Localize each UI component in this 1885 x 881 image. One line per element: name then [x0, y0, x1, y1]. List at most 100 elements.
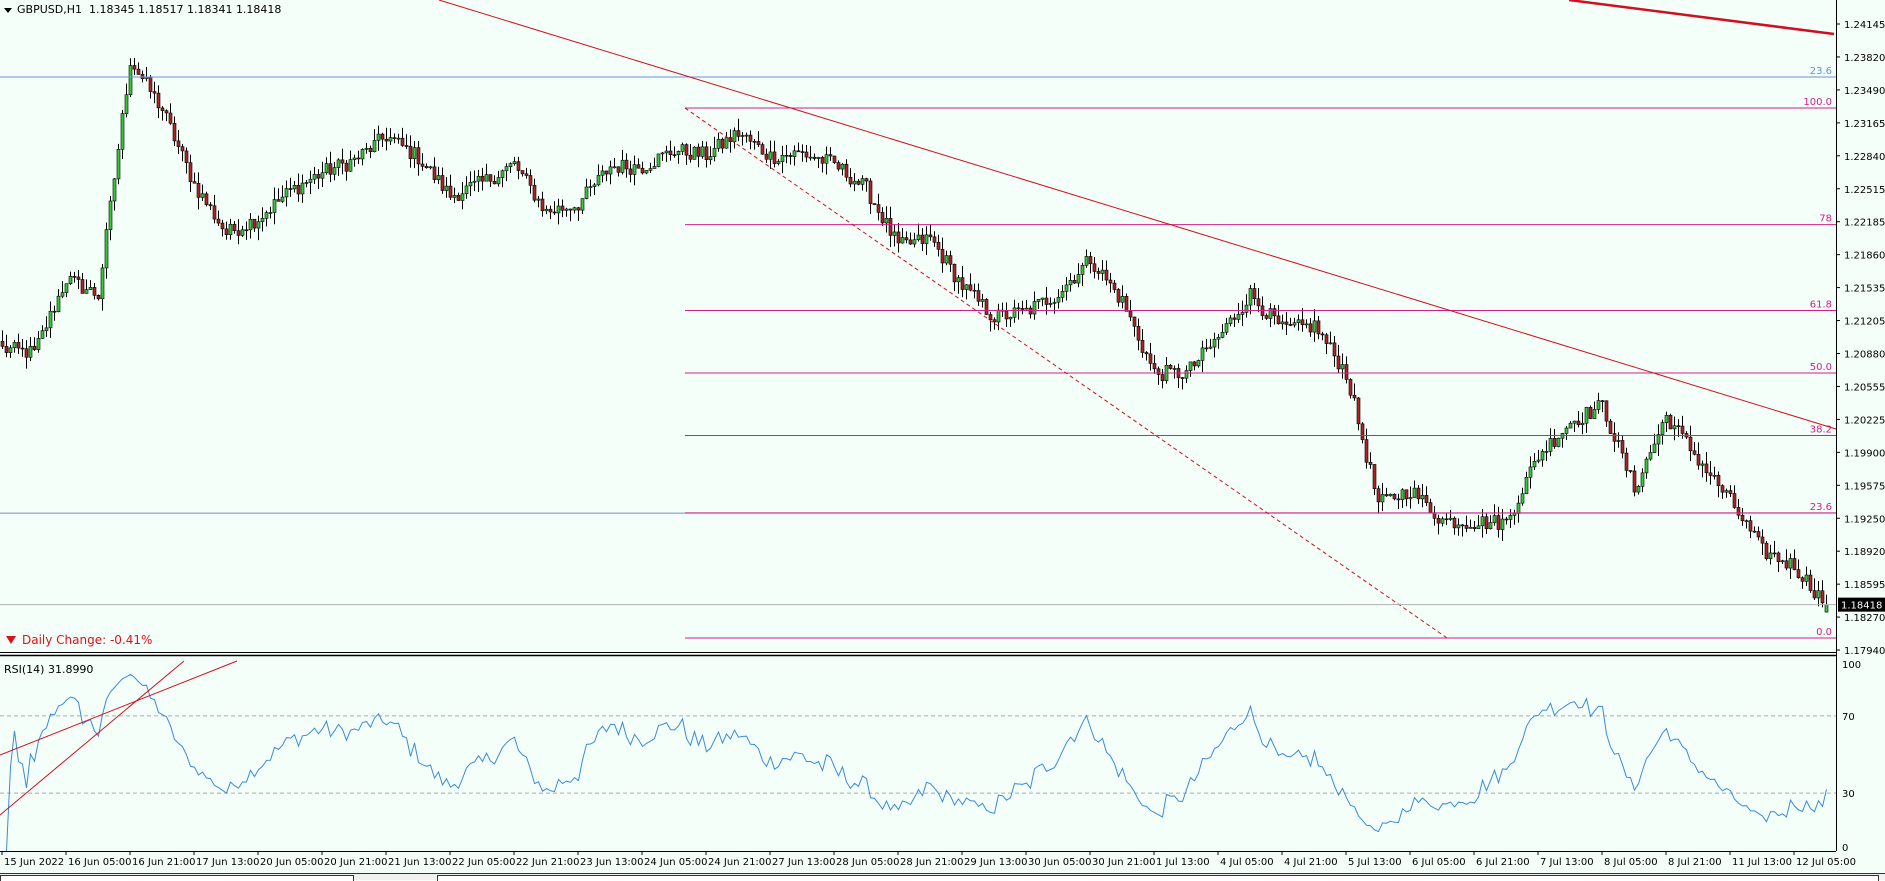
- candle: [80, 279, 85, 294]
- candle: [608, 166, 613, 175]
- time-axis-label: 1 Jul 13:00: [1156, 857, 1210, 868]
- candle: [644, 170, 649, 174]
- candle: [96, 295, 101, 300]
- candle: [364, 147, 369, 150]
- candle: [1460, 524, 1465, 527]
- candle: [1644, 458, 1649, 474]
- candle: [240, 229, 245, 236]
- candle: [264, 212, 269, 219]
- candle: [804, 151, 809, 158]
- candle: [1044, 297, 1049, 305]
- candle: [1220, 331, 1225, 338]
- candle: [584, 186, 589, 199]
- chart-tab[interactable]: [0, 875, 354, 881]
- candle: [1284, 321, 1289, 325]
- candle: [1228, 317, 1233, 324]
- candle: [1032, 301, 1037, 315]
- candle: [728, 137, 733, 143]
- candle: [456, 195, 461, 201]
- current-price-box: [1838, 597, 1885, 612]
- chart-tabs-bar: [0, 873, 1885, 881]
- candle: [472, 180, 477, 183]
- candle: [1428, 502, 1433, 514]
- candle: [1388, 493, 1393, 497]
- time-axis-label: 30 Jun 05:00: [1028, 857, 1092, 868]
- candle: [324, 163, 329, 174]
- candle: [76, 276, 81, 280]
- candle: [1292, 322, 1297, 326]
- candle: [820, 157, 825, 164]
- price-axis-label: 1.22185: [1844, 218, 1885, 229]
- candle: [1464, 525, 1469, 529]
- candle: [1780, 560, 1785, 563]
- candle: [244, 229, 249, 232]
- candle: [1248, 288, 1253, 306]
- candle: [64, 283, 69, 293]
- chart-title: GBPUSD,H1 1.18345 1.18517 1.18341 1.1841…: [4, 3, 281, 16]
- candle: [652, 166, 657, 169]
- candle: [1264, 315, 1269, 319]
- time-axis-label: 17 Jun 13:00: [196, 857, 260, 868]
- candle: [796, 150, 801, 153]
- candle: [1256, 298, 1261, 307]
- candle: [1760, 536, 1765, 544]
- candle: [1012, 307, 1017, 318]
- candle: [184, 150, 189, 163]
- candle: [1700, 463, 1705, 466]
- candle: [532, 184, 537, 201]
- time-axis-label: 8 Jul 05:00: [1604, 857, 1658, 868]
- candle: [1716, 474, 1721, 486]
- time-axis-label: 29 Jun 13:00: [964, 857, 1028, 868]
- candle: [48, 310, 53, 329]
- candle: [1096, 271, 1101, 274]
- candle: [1336, 355, 1341, 370]
- time-axis-label: 23 Jun 13:00: [580, 857, 644, 868]
- time-axis-label: 16 Jun 05:00: [68, 857, 132, 868]
- candle: [1776, 552, 1781, 562]
- candle: [1008, 317, 1013, 320]
- candle: [228, 223, 233, 235]
- candle: [808, 156, 813, 159]
- candle: [784, 154, 789, 157]
- candle: [1016, 307, 1021, 310]
- candle: [16, 342, 21, 349]
- candle: [1500, 518, 1505, 530]
- candle: [1660, 422, 1665, 435]
- candle: [32, 345, 37, 350]
- dropdown-triangle-icon[interactable]: [4, 7, 12, 13]
- candle: [1424, 495, 1429, 503]
- candle: [132, 65, 137, 70]
- candle: [1028, 307, 1033, 315]
- candle: [1636, 486, 1641, 493]
- candle: [1168, 364, 1173, 369]
- candle: [1052, 301, 1057, 304]
- candle: [452, 195, 457, 198]
- candle: [1616, 440, 1621, 442]
- candle: [1372, 464, 1377, 489]
- time-axis-label: 21 Jun 13:00: [388, 857, 452, 868]
- candle: [892, 231, 897, 236]
- candle: [880, 212, 885, 224]
- candle: [140, 74, 145, 79]
- candle: [172, 122, 177, 142]
- candle: [1824, 604, 1829, 613]
- candle: [756, 141, 761, 145]
- time-axis-label: 6 Jul 21:00: [1476, 857, 1530, 868]
- time-axis-label: 20 Jun 21:00: [324, 857, 388, 868]
- candle: [484, 174, 489, 182]
- candle: [812, 156, 817, 159]
- candle: [620, 159, 625, 173]
- candle: [1664, 414, 1669, 423]
- candle: [1060, 291, 1065, 298]
- candle: [0, 341, 5, 347]
- candle: [596, 174, 601, 186]
- candle: [12, 342, 17, 349]
- candle: [284, 188, 289, 198]
- candle: [292, 184, 297, 190]
- time-axis-label: 5 Jul 13:00: [1348, 857, 1402, 868]
- candle: [1516, 502, 1521, 514]
- chart-tab[interactable]: [437, 875, 1879, 881]
- candle: [724, 137, 729, 149]
- candle: [1764, 542, 1769, 559]
